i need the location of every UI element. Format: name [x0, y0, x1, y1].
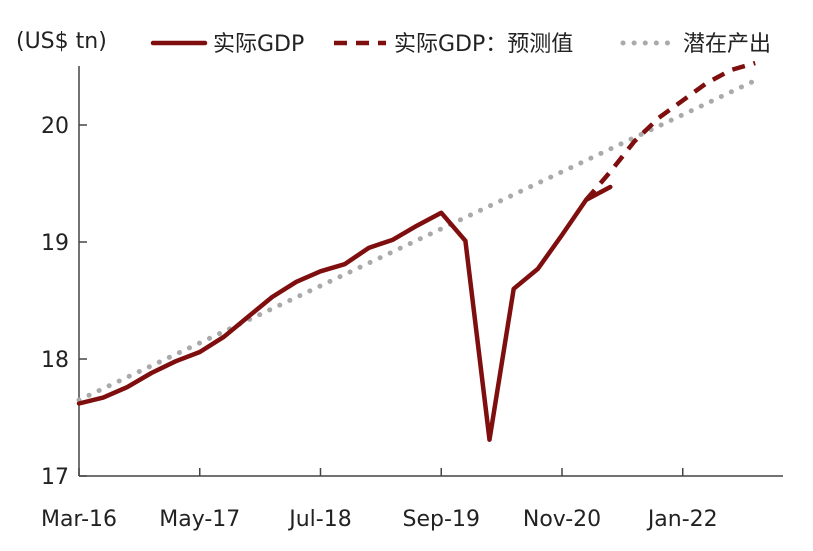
x-tick-label: May-17	[159, 507, 240, 532]
y-tick-label: 17	[41, 465, 69, 490]
x-tick-label: Jan-22	[646, 507, 718, 532]
y-unit-label: (US$ tn)	[16, 29, 107, 54]
legend-label: 潜在产出	[683, 32, 771, 57]
x-tick-label: Sep-19	[403, 507, 480, 532]
y-tick-label: 18	[41, 348, 69, 373]
series-line-dashed	[584, 60, 756, 202]
x-tick-label: Nov-20	[523, 507, 601, 532]
series-line-solid	[76, 184, 613, 442]
legend-label: 实际GDP	[213, 32, 304, 57]
x-tick-label: Mar-16	[41, 507, 117, 532]
x-tick-label: Jul-18	[287, 507, 351, 532]
y-tick-label: 19	[41, 231, 69, 256]
series-line-dotted	[76, 78, 758, 403]
legend-label: 实际GDP：预测值	[394, 32, 573, 57]
y-tick-label: 20	[41, 114, 69, 139]
